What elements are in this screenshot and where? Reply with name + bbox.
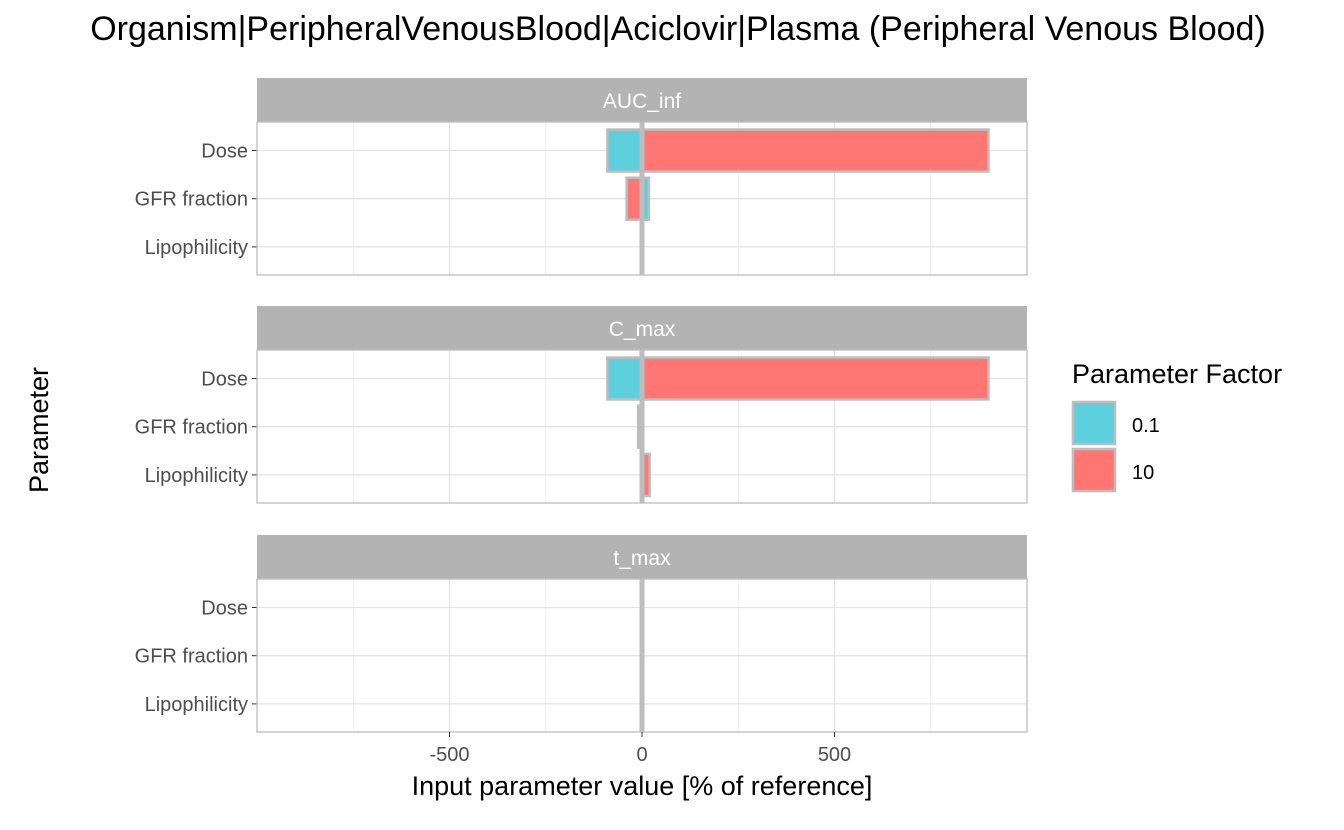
x-axis: -500 0 500 bbox=[429, 732, 851, 766]
y-axis-title: Parameter bbox=[24, 367, 54, 493]
panel-strip-label: C_max bbox=[609, 318, 676, 341]
panel-strip bbox=[257, 535, 1027, 579]
y-tick-label: Dose bbox=[201, 141, 248, 163]
y-tick-label: Dose bbox=[201, 598, 248, 620]
x-tick-label: 500 bbox=[818, 744, 851, 766]
legend: Parameter Factor 0.1 10 bbox=[1071, 359, 1282, 493]
panel-t-max: t_max Dose GFR fraction Lipophilicity bbox=[135, 535, 1028, 733]
y-tick-label: Lipophilicity bbox=[145, 237, 248, 259]
panel-strip bbox=[257, 78, 1027, 122]
x-axis-title: Input parameter value [% of reference] bbox=[412, 771, 873, 801]
x-tick-label: 0 bbox=[636, 744, 647, 766]
panel-strip bbox=[257, 306, 1027, 350]
chart-title: Organism|PeripheralVenousBlood|Aciclovir… bbox=[90, 10, 1266, 48]
y-tick-label: GFR fraction bbox=[135, 646, 248, 668]
panel-border bbox=[256, 349, 1028, 504]
legend-label: 0.1 bbox=[1132, 415, 1160, 437]
y-tick-label: GFR fraction bbox=[135, 189, 248, 211]
bar-0_1-dose bbox=[606, 128, 644, 173]
panel-c-max: C_max Dose GFR fraction Lipophilicity bbox=[135, 306, 1028, 504]
panel-auc-inf: AUC_inf Dose GFR fraction Lipophilicity bbox=[135, 78, 1028, 276]
bar-0_1-dose bbox=[606, 356, 644, 401]
x-tick-label: -500 bbox=[429, 744, 469, 766]
legend-title: Parameter Factor bbox=[1072, 359, 1282, 389]
panel-strip-label: AUC_inf bbox=[603, 90, 681, 113]
panel-border bbox=[256, 121, 1028, 276]
panel-strip-label: t_max bbox=[613, 547, 671, 570]
legend-label: 10 bbox=[1132, 462, 1154, 484]
legend-key bbox=[1071, 400, 1117, 446]
y-tick-label: Dose bbox=[201, 369, 248, 391]
bar-10-dose bbox=[640, 128, 990, 173]
bar-10-dose bbox=[640, 356, 990, 401]
y-tick-label: GFR fraction bbox=[135, 417, 248, 439]
y-tick-label: Lipophilicity bbox=[145, 465, 248, 487]
legend-key bbox=[1071, 447, 1117, 493]
y-tick-label: Lipophilicity bbox=[145, 694, 248, 716]
